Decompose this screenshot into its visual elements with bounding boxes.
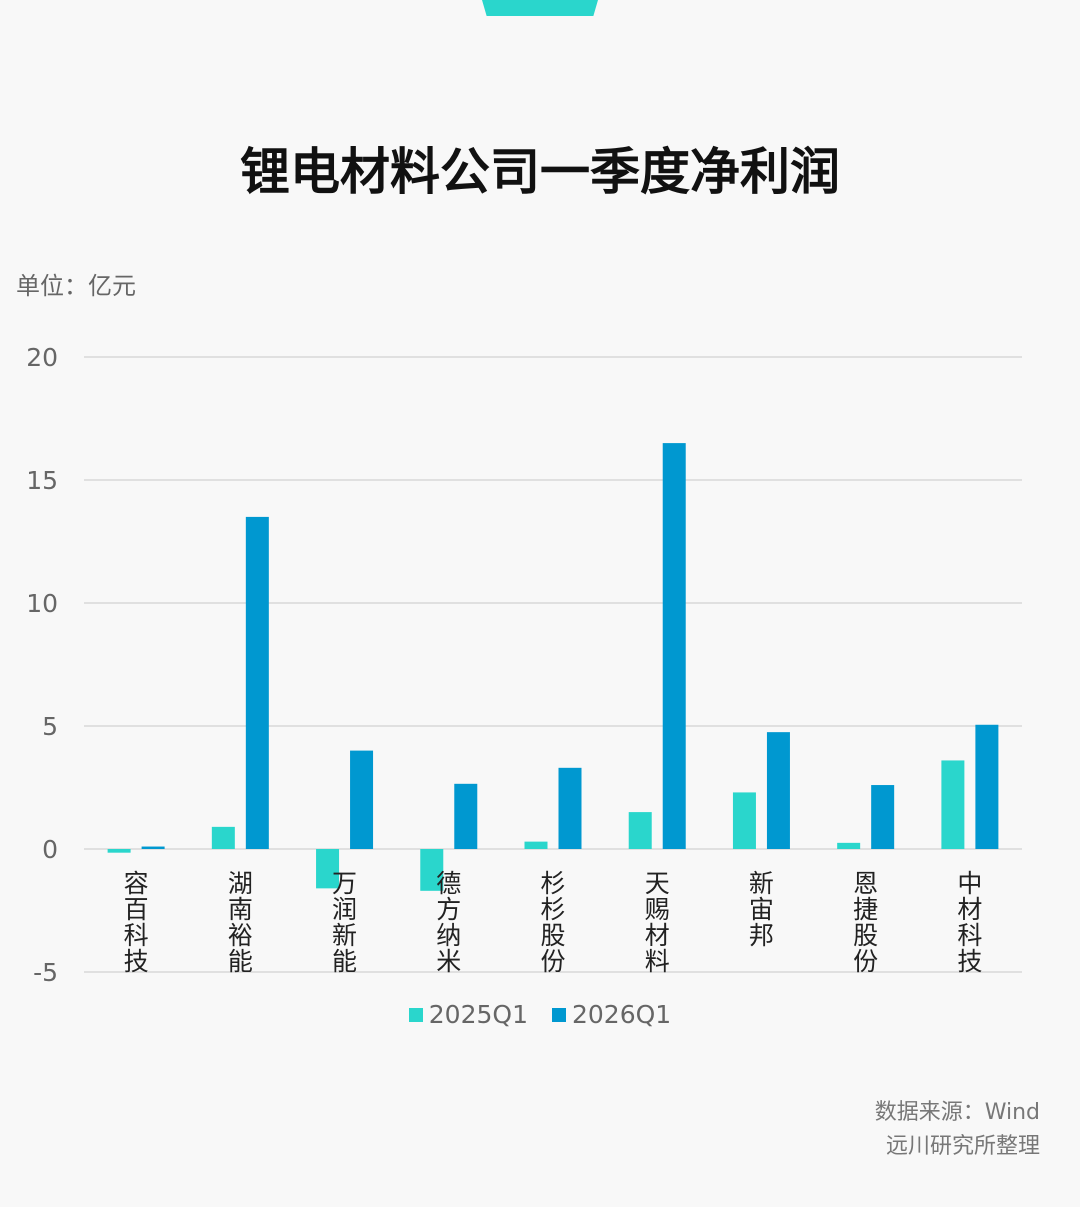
bar-2026q1 — [871, 785, 895, 849]
legend-swatch-2025q1 — [408, 1007, 423, 1022]
top-tab-decoration — [482, 0, 598, 16]
bar-2025q1 — [316, 849, 340, 889]
bar-chart: -505101520容百科技湖南裕能万润新能德方纳米杉杉股份天赐材料新宙邦恩捷股… — [26, 343, 1022, 987]
y-tick-label: -5 — [33, 958, 58, 987]
bar-2025q1 — [732, 792, 756, 849]
category-label-char: 技 — [957, 947, 982, 976]
category-label-char: 杉 — [540, 895, 565, 924]
category-label-char: 份 — [853, 947, 878, 976]
source-note: 数据来源：Wind 远川研究所整理 — [875, 1096, 1040, 1164]
bar-2025q1 — [837, 842, 861, 849]
category-label-char: 万 — [332, 869, 357, 898]
legend: 2025Q1 2026Q1 — [0, 1000, 1080, 1029]
category-label-char: 新 — [332, 921, 357, 950]
y-tick-label: 15 — [26, 466, 58, 495]
category-label-char: 邦 — [749, 921, 774, 950]
source-line-2: 远川研究所整理 — [885, 1134, 1040, 1159]
category-label-char: 科 — [124, 921, 149, 950]
category-label-char: 能 — [332, 947, 357, 976]
category-label-char: 科 — [957, 921, 982, 950]
category-label-char: 米 — [436, 947, 461, 976]
source-line-1: 数据来源：Wind — [874, 1100, 1040, 1125]
bar-2026q1 — [454, 783, 478, 849]
category-label-char: 赐 — [645, 895, 670, 924]
category-label-char: 天 — [645, 869, 670, 898]
category-label-char: 材 — [957, 895, 982, 924]
category-label-char: 新 — [749, 869, 774, 898]
category-label-char: 中 — [957, 869, 982, 898]
legend-swatch-2026q1 — [552, 1007, 566, 1022]
category-label-char: 百 — [124, 895, 149, 924]
category-label-char: 技 — [124, 947, 149, 976]
category-label-char: 裕 — [228, 921, 253, 950]
legend-item-2025q1: 2025Q1 — [408, 1000, 528, 1029]
category-label-char: 股 — [853, 921, 878, 950]
category-label-char: 容 — [124, 869, 149, 898]
category-label-char: 方 — [436, 895, 461, 924]
category-label-char: 份 — [540, 947, 565, 976]
category-label-char: 润 — [332, 895, 357, 924]
category-label-char: 能 — [228, 947, 253, 976]
y-tick-label: 0 — [42, 835, 58, 864]
legend-item-2026q1: 2026Q1 — [552, 1000, 671, 1029]
chart-title: 锂电材料公司一季度净利润 — [240, 143, 840, 201]
bar-2025q1 — [420, 849, 444, 891]
bar-2025q1 — [941, 760, 965, 849]
category-label-char: 恩 — [853, 869, 878, 898]
category-label-char: 宙 — [749, 895, 774, 924]
category-label-char: 杉 — [540, 869, 565, 898]
bar-2025q1 — [107, 849, 131, 853]
category-label-char: 德 — [436, 869, 461, 898]
bar-2026q1 — [558, 767, 582, 849]
category-label-char: 材 — [645, 921, 670, 950]
y-tick-label: 20 — [26, 343, 58, 372]
category-label-char: 料 — [645, 947, 670, 976]
bar-2025q1 — [524, 841, 548, 849]
category-label-char: 南 — [228, 895, 253, 924]
category-label-char: 湖 — [228, 869, 253, 898]
bar-2026q1 — [766, 732, 790, 849]
bar-2026q1 — [245, 516, 269, 849]
bar-2026q1 — [662, 443, 686, 849]
category-label-char: 捷 — [853, 895, 878, 924]
bar-2025q1 — [628, 812, 652, 849]
bar-2026q1 — [975, 724, 999, 849]
unit-label: 单位：亿元 — [16, 272, 136, 300]
category-label-char: 纳 — [436, 921, 461, 950]
bar-2025q1 — [211, 826, 235, 849]
y-tick-label: 5 — [42, 712, 58, 741]
bar-2026q1 — [141, 846, 165, 849]
category-label-char: 股 — [540, 921, 565, 950]
legend-label-2025q1: 2025Q1 — [428, 1000, 528, 1029]
bar-2026q1 — [350, 750, 374, 849]
y-tick-label: 10 — [26, 589, 58, 618]
legend-label-2026q1: 2026Q1 — [572, 1000, 672, 1029]
